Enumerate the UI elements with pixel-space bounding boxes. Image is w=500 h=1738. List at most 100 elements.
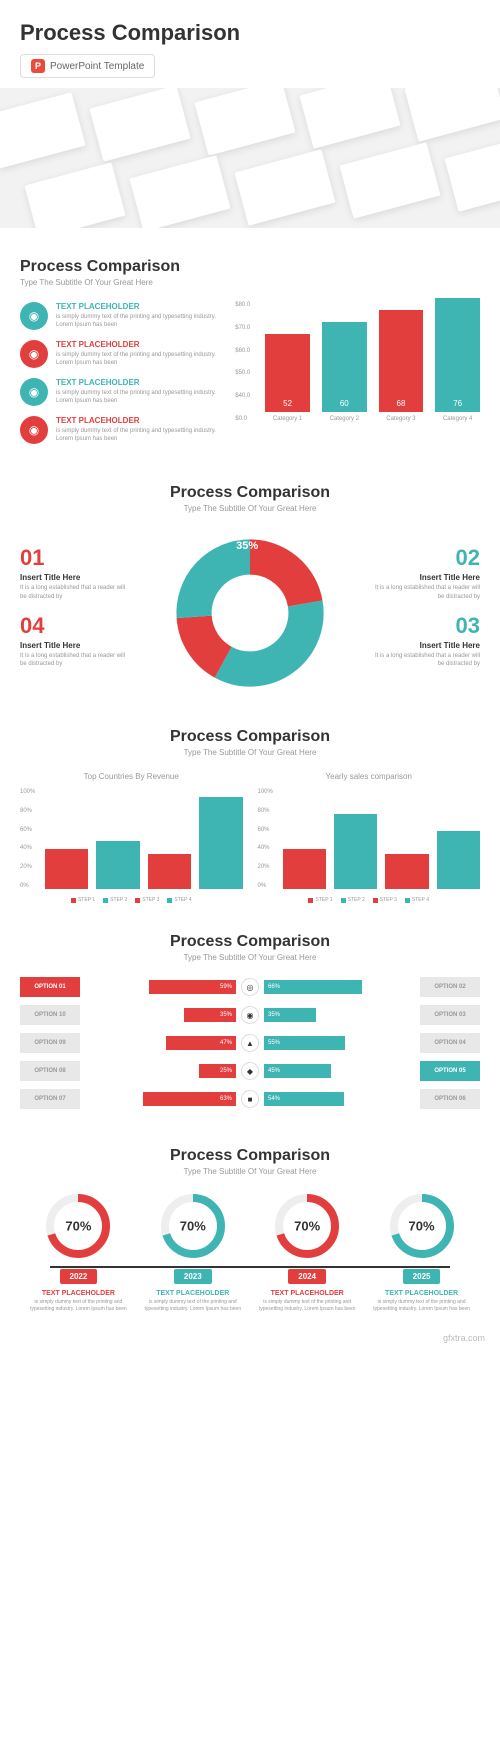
s4-bar-left: 25%: [199, 1064, 236, 1078]
s3-bar: [45, 849, 88, 889]
s2-item-desc: It is a long established that a reader w…: [20, 652, 130, 669]
s2-num: 01: [20, 545, 130, 571]
section-4: Process Comparison Type The Subtitle Of …: [0, 918, 500, 1132]
axis-tick: 0%: [20, 883, 35, 889]
s4-icon: ◉: [241, 1006, 259, 1024]
s3-bar: [437, 831, 480, 889]
header: Process Comparison P PowerPoint Template: [0, 0, 500, 88]
s5-year: 2023: [174, 1269, 212, 1284]
axis-tick: 80%: [20, 808, 35, 814]
donut-label: 41%: [159, 545, 181, 557]
legend-item: STEP 4: [405, 897, 429, 903]
s4-row: OPTION 08 25% ◆ 45% OPTION 05: [20, 1061, 480, 1081]
legend-item: STEP 3: [135, 897, 159, 903]
s5-item-desc: is simply dummy text of the printing and…: [259, 1299, 356, 1313]
s5-item-desc: is simply dummy text of the printing and…: [30, 1299, 127, 1313]
axis-tick: 80%: [258, 808, 273, 814]
s3-bar: [385, 854, 428, 889]
s5-pct: 70%: [65, 1219, 91, 1234]
progress-ring: 70%: [272, 1191, 342, 1261]
s2-item: 04Insert Title HereIt is a long establis…: [20, 613, 130, 669]
s4-option-left: OPTION 01: [20, 977, 80, 997]
s1-item-desc: is simply dummy text of the printing and…: [56, 313, 220, 330]
axis-tick: 60%: [20, 827, 35, 833]
s1-icon: ◉: [20, 340, 48, 368]
s1-item-title: TEXT PLACEHOLDER: [56, 302, 220, 311]
s2-item-desc: It is a long established that a reader w…: [20, 584, 130, 601]
bar-label: Category 4: [443, 416, 472, 422]
progress-ring: 70%: [158, 1191, 228, 1261]
s5-pct: 70%: [180, 1219, 206, 1234]
s2-num: 03: [370, 613, 480, 639]
s5-item: 70% 2024 TEXT PLACEHOLDER is simply dumm…: [259, 1191, 356, 1313]
axis-tick: 20%: [258, 864, 273, 870]
s1-item-title: TEXT PLACEHOLDER: [56, 378, 220, 387]
legend-item: STEP 1: [308, 897, 332, 903]
s5-item-title: TEXT PLACEHOLDER: [30, 1290, 127, 1297]
s3-chart-title: Yearly sales comparison: [258, 772, 481, 781]
bar-label: Category 1: [273, 416, 302, 422]
s2-sub: Type The Subtitle Of Your Great Here: [20, 504, 480, 513]
donut-slice: [250, 557, 305, 604]
section-5: Process Comparison Type The Subtitle Of …: [0, 1132, 500, 1328]
progress-ring: 70%: [387, 1191, 457, 1261]
s5-item-desc: is simply dummy text of the printing and…: [144, 1299, 241, 1313]
s1-item: ◉TEXT PLACEHOLDERis simply dummy text of…: [20, 302, 220, 330]
s2-item: 02Insert Title HereIt is a long establis…: [370, 545, 480, 601]
legend-item: STEP 4: [167, 897, 191, 903]
s3-bar: [96, 841, 139, 889]
hero-thumbnails: [0, 88, 500, 228]
s1-title: Process Comparison: [20, 258, 480, 276]
s2-item-title: Insert Title Here: [370, 573, 480, 582]
s2-item-title: Insert Title Here: [20, 641, 130, 650]
axis-tick: 100%: [20, 789, 35, 795]
s4-option-right: OPTION 06: [420, 1089, 480, 1109]
s5-pct: 70%: [294, 1219, 320, 1234]
bar: 68Category 3: [379, 310, 424, 422]
s3-bar: [334, 814, 377, 889]
s5-year: 2024: [288, 1269, 326, 1284]
bar-fill: 76: [435, 298, 480, 412]
s4-icon: ◎: [241, 978, 259, 996]
badge-text: PowerPoint Template: [50, 61, 144, 72]
axis-tick: 40%: [258, 845, 273, 851]
donut-label: 56%: [233, 629, 255, 641]
s3-bar: [283, 849, 326, 889]
s5-item: 70% 2025 TEXT PLACEHOLDER is simply dumm…: [373, 1191, 470, 1313]
donut-slice: [194, 557, 250, 617]
s1-icon: ◉: [20, 378, 48, 406]
s3-chart: Yearly sales comparison100%80%60%40%20%0…: [258, 772, 481, 903]
s1-item-title: TEXT PLACEHOLDER: [56, 416, 220, 425]
s4-bar-left: 35%: [184, 1008, 236, 1022]
s4-bar-left: 59%: [149, 980, 236, 994]
s4-bar-right: 66%: [264, 980, 362, 994]
section-3: Process Comparison Type The Subtitle Of …: [0, 713, 500, 918]
s4-bar-left: 47%: [166, 1036, 236, 1050]
s4-bar-right: 35%: [264, 1008, 316, 1022]
s4-icon: ▲: [241, 1034, 259, 1052]
s1-item-title: TEXT PLACEHOLDER: [56, 340, 220, 349]
s4-bar-right: 54%: [264, 1092, 344, 1106]
axis-tick: 0%: [258, 883, 273, 889]
s1-item-desc: is simply dummy text of the printing and…: [56, 351, 220, 368]
s4-option-right: OPTION 02: [420, 977, 480, 997]
s4-option-left: OPTION 10: [20, 1005, 80, 1025]
bar-fill: 60: [322, 322, 367, 412]
s1-item-desc: is simply dummy text of the printing and…: [56, 427, 220, 444]
template-badge: P PowerPoint Template: [20, 54, 155, 78]
s4-bar-right: 55%: [264, 1036, 345, 1050]
donut-label: 35%: [236, 540, 258, 552]
bar: 60Category 2: [322, 322, 367, 422]
s5-item: 70% 2022 TEXT PLACEHOLDER is simply dumm…: [30, 1191, 127, 1313]
s5-year: 2025: [403, 1269, 441, 1284]
s3-bar: [199, 797, 242, 889]
s4-option-right: OPTION 04: [420, 1033, 480, 1053]
watermark: gfxtra.com: [0, 1328, 500, 1348]
s2-title: Process Comparison: [20, 484, 480, 502]
s3-chart: Top Countries By Revenue100%80%60%40%20%…: [20, 772, 243, 903]
s5-item-desc: is simply dummy text of the printing and…: [373, 1299, 470, 1313]
s4-bar-left: 63%: [143, 1092, 236, 1106]
s3-chart-title: Top Countries By Revenue: [20, 772, 243, 781]
s4-row: OPTION 09 47% ▲ 55% OPTION 04: [20, 1033, 480, 1053]
s4-sub: Type The Subtitle Of Your Great Here: [20, 953, 480, 962]
